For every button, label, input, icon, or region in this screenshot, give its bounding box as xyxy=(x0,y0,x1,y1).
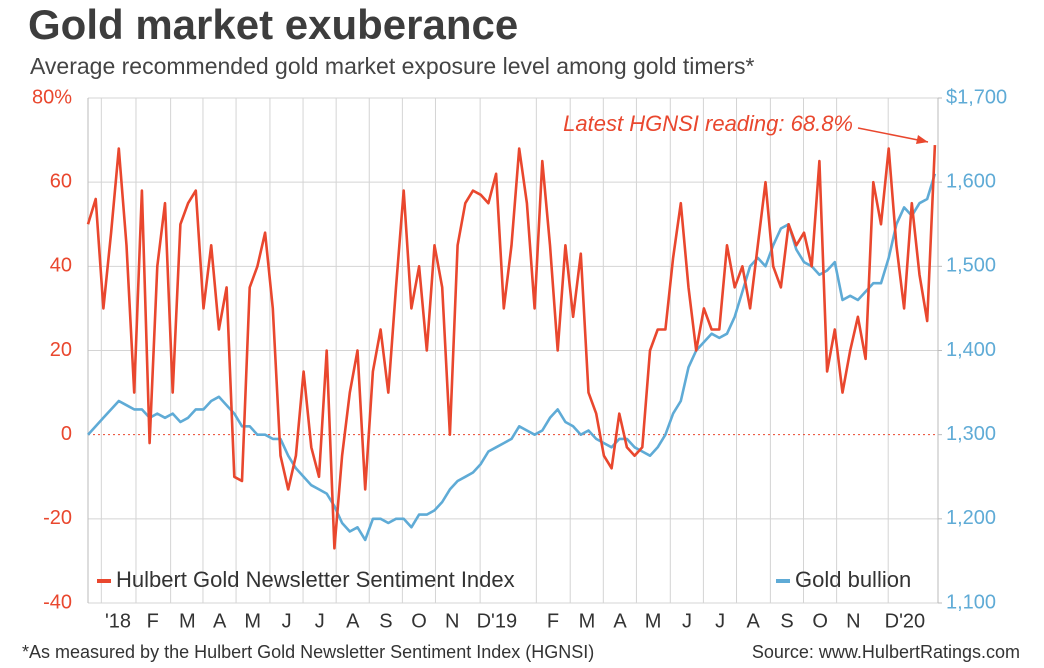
x-tick-label: N xyxy=(846,610,860,632)
y2-tick-label: 1,600 xyxy=(946,170,996,192)
x-tick-label: A xyxy=(346,610,360,632)
annotation-arrow xyxy=(857,127,929,143)
x-tick-label: O xyxy=(411,610,427,632)
chart-subtitle: Average recommended gold market exposure… xyxy=(30,53,755,79)
x-tick-label: J xyxy=(682,610,692,632)
y2-tick-label: 1,300 xyxy=(946,423,996,445)
y-tick-label: 80% xyxy=(32,86,72,108)
y2-tick-label: 1,500 xyxy=(946,255,996,277)
x-tick-label: '18 xyxy=(105,610,131,632)
footnote: *As measured by the Hulbert Gold Newslet… xyxy=(22,642,594,662)
x-tick-label: D'20 xyxy=(885,610,926,632)
y-tick-label: -40 xyxy=(43,591,72,613)
x-tick-label: S xyxy=(379,610,392,632)
x-tick-label: O xyxy=(812,610,828,632)
series-line xyxy=(86,145,937,550)
plot-area: '18 F M A M J J A S O N D'19 F M A M J J A S O N D'20-40-20020… xyxy=(32,86,1007,632)
series-line xyxy=(87,173,937,542)
x-tick-label: M xyxy=(645,610,662,632)
x-tick-label: S xyxy=(780,610,793,632)
x-tick-label: F xyxy=(147,610,159,632)
x-tick-label: A xyxy=(613,610,627,632)
y-tick-label: 0 xyxy=(61,423,72,445)
x-tick-label: D'19 xyxy=(477,610,518,632)
legend-label: Hulbert Gold Newsletter Sentiment Index xyxy=(116,567,515,592)
y2-tick-label: 1,100 xyxy=(946,591,996,613)
y-tick-label: 60 xyxy=(50,170,72,192)
annotation: Latest HGNSI reading: 68.8% xyxy=(563,111,853,136)
x-tick-label: M xyxy=(579,610,596,632)
y2-tick-label: $1,700 xyxy=(946,86,1007,108)
y-tick-label: 40 xyxy=(50,255,72,277)
x-tick-label: N xyxy=(445,610,459,632)
chart-title: Gold market exuberance xyxy=(28,1,518,48)
x-tick-label: M xyxy=(179,610,196,632)
y2-tick-label: 1,200 xyxy=(946,507,996,529)
y-tick-label: 20 xyxy=(50,339,72,361)
legend-label: Gold bullion xyxy=(795,567,911,592)
x-tick-label: A xyxy=(747,610,761,632)
x-tick-label: J xyxy=(282,610,292,632)
x-tick-label: F xyxy=(547,610,559,632)
x-tick-label: J xyxy=(315,610,325,632)
x-tick-label: J xyxy=(715,610,725,632)
x-tick-label: A xyxy=(213,610,227,632)
y-tick-label: -20 xyxy=(43,507,72,529)
y2-tick-label: 1,400 xyxy=(946,339,996,361)
source: Source: www.HulbertRatings.com xyxy=(752,642,1020,662)
annotation-arrowhead xyxy=(916,135,928,144)
x-tick-label: M xyxy=(244,610,261,632)
